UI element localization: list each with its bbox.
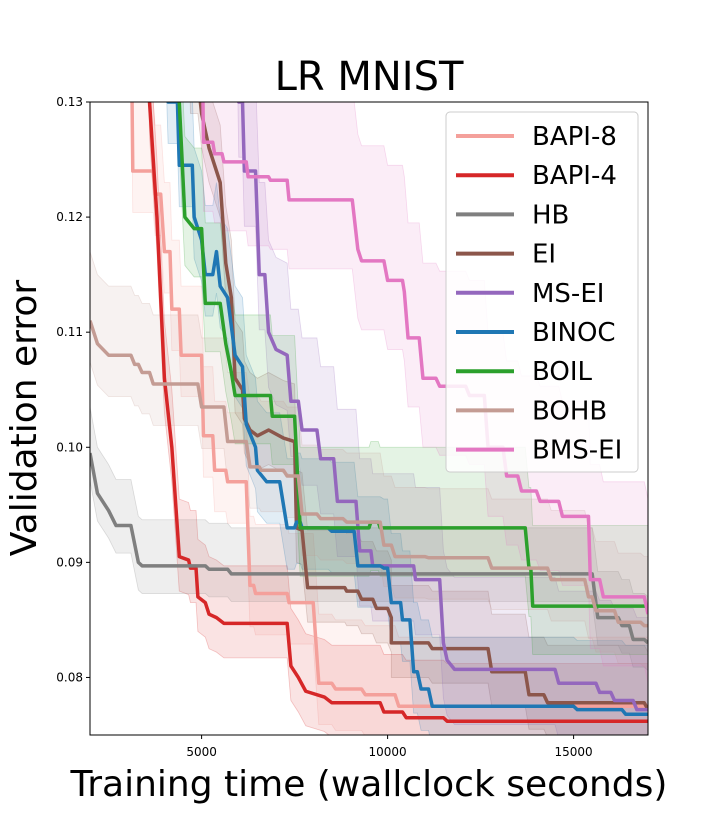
y-axis: 0.08 0.09 0.10 0.11 0.12 0.13: [56, 95, 90, 684]
legend-label-bohb: BOHB: [532, 396, 607, 426]
series-line-bapi-8: [130, 102, 648, 708]
legend-label-binoc: BINOC: [532, 318, 616, 348]
legend-label-hb: HB: [532, 200, 569, 230]
x-axis: 5000 10000 15000: [186, 735, 593, 759]
legend-label-bapi-8: BAPI-8: [532, 122, 617, 152]
y-tick-label: 0.10: [56, 440, 83, 454]
legend: BAPI-8 BAPI-4 HB EI MS-EI BINOC BOIL BOHB BMS-EI: [445, 111, 639, 473]
series-line-ms-ei: [237, 102, 648, 712]
band-bohb: [90, 251, 648, 668]
legend-label-bapi-4: BAPI-4: [532, 161, 617, 191]
series-lines: [90, 102, 648, 723]
legend-frame: [445, 111, 639, 473]
band-bapi-4: [148, 102, 648, 735]
series-line-bapi-4: [147, 102, 648, 723]
series-line-hb: [90, 452, 648, 645]
x-tick-label: 10000: [369, 745, 407, 759]
x-tick-label: 15000: [555, 745, 593, 759]
legend-label-ei: EI: [532, 240, 556, 270]
x-axis-title: Training time (wallclock seconds): [70, 764, 668, 805]
y-tick-label: 0.13: [56, 95, 83, 109]
band-binoc: [166, 102, 648, 735]
series-line-bms-ei: [201, 102, 648, 615]
y-tick-label: 0.12: [56, 210, 83, 224]
y-tick-label: 0.09: [56, 555, 83, 569]
y-axis-title: Validation error: [4, 280, 45, 557]
series-line-boil: [177, 102, 648, 608]
y-tick-label: 0.08: [56, 670, 83, 684]
legend-label-bms-ei: BMS-EI: [532, 436, 622, 466]
y-tick-label: 0.11: [56, 325, 83, 339]
chart-title: LR MNIST: [275, 54, 464, 100]
confidence-bands: [90, 102, 648, 735]
plot-frame: [89, 101, 649, 736]
series-line-ei: [198, 102, 648, 711]
legend-label-ms-ei: MS-EI: [532, 279, 604, 309]
series-line-bohb: [90, 320, 648, 628]
band-hb: [90, 406, 648, 672]
x-tick-label: 5000: [186, 745, 217, 759]
band-bms-ei: [201, 102, 648, 684]
legend-label-boil: BOIL: [532, 357, 593, 387]
band-bapi-8: [131, 102, 648, 735]
